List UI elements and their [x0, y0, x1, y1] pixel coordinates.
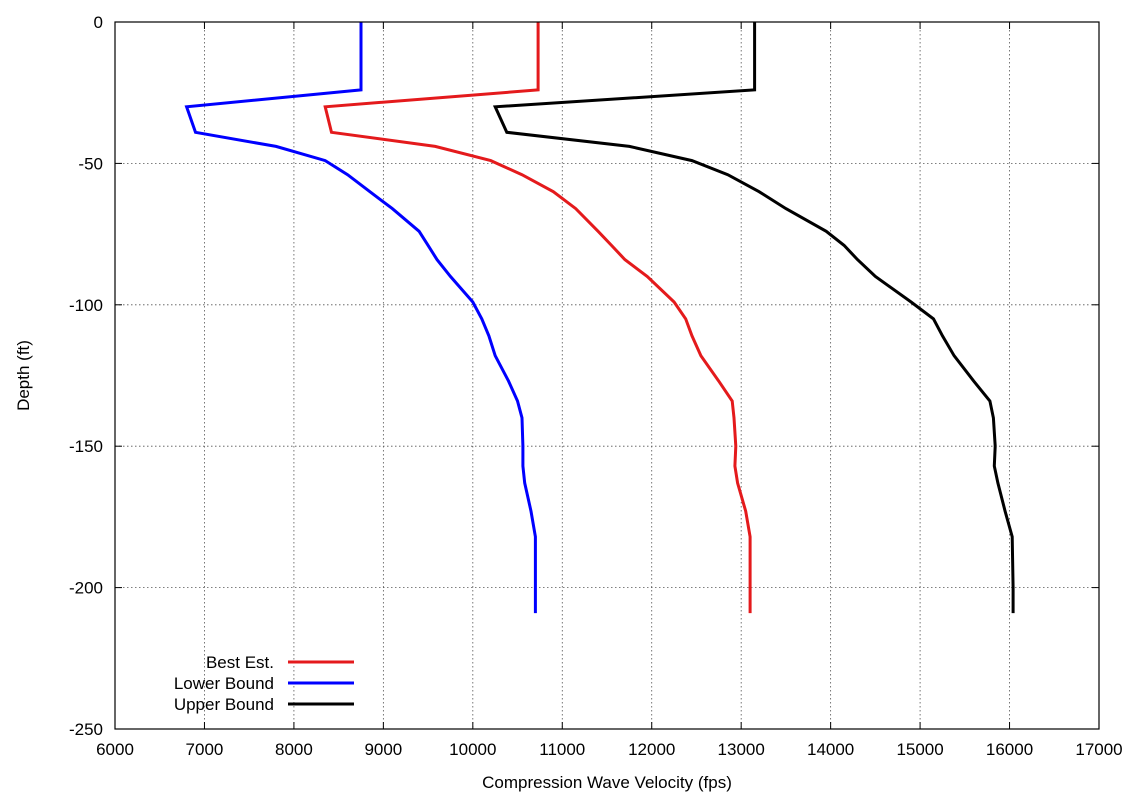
x-tick-label: 12000: [628, 740, 675, 759]
y-tick-label: -50: [78, 154, 103, 173]
y-tick-label: -100: [69, 296, 103, 315]
x-tick-label: 6000: [96, 740, 134, 759]
legend: Best Est. Lower Bound Upper Bound: [174, 653, 354, 714]
x-tick-label: 10000: [449, 740, 496, 759]
grid-layer: [115, 22, 1099, 729]
x-axis-title: Compression Wave Velocity (fps): [482, 773, 732, 792]
y-tick-label: 0: [94, 13, 103, 32]
plot-frame: [114, 21, 1100, 730]
x-tick-label: 13000: [718, 740, 765, 759]
series-line-1: [184, 22, 537, 614]
series-line-0: [323, 22, 752, 614]
series-line-2: [492, 22, 1015, 614]
y-tick-label: -150: [69, 437, 103, 456]
legend-label: Upper Bound: [174, 695, 274, 714]
x-tick-label: 16000: [986, 740, 1033, 759]
tick-layer: 6000 7000 8000 9000 10000 11000 12000 13000 1400…: [69, 13, 1123, 759]
y-tick-label: -200: [69, 579, 103, 598]
x-tick-label: 17000: [1075, 740, 1122, 759]
x-tick-label: 7000: [186, 740, 224, 759]
x-tick-label: 15000: [896, 740, 943, 759]
x-tick-label: 8000: [275, 740, 313, 759]
y-axis-title: Depth (ft): [14, 340, 33, 411]
legend-label: Best Est.: [206, 653, 274, 672]
x-tick-label: 9000: [364, 740, 402, 759]
series-layer: [184, 22, 1015, 614]
x-tick-label: 11000: [539, 740, 585, 759]
legend-label: Lower Bound: [174, 674, 274, 693]
x-tick-label: 14000: [807, 740, 854, 759]
y-tick-label: -250: [69, 720, 103, 739]
